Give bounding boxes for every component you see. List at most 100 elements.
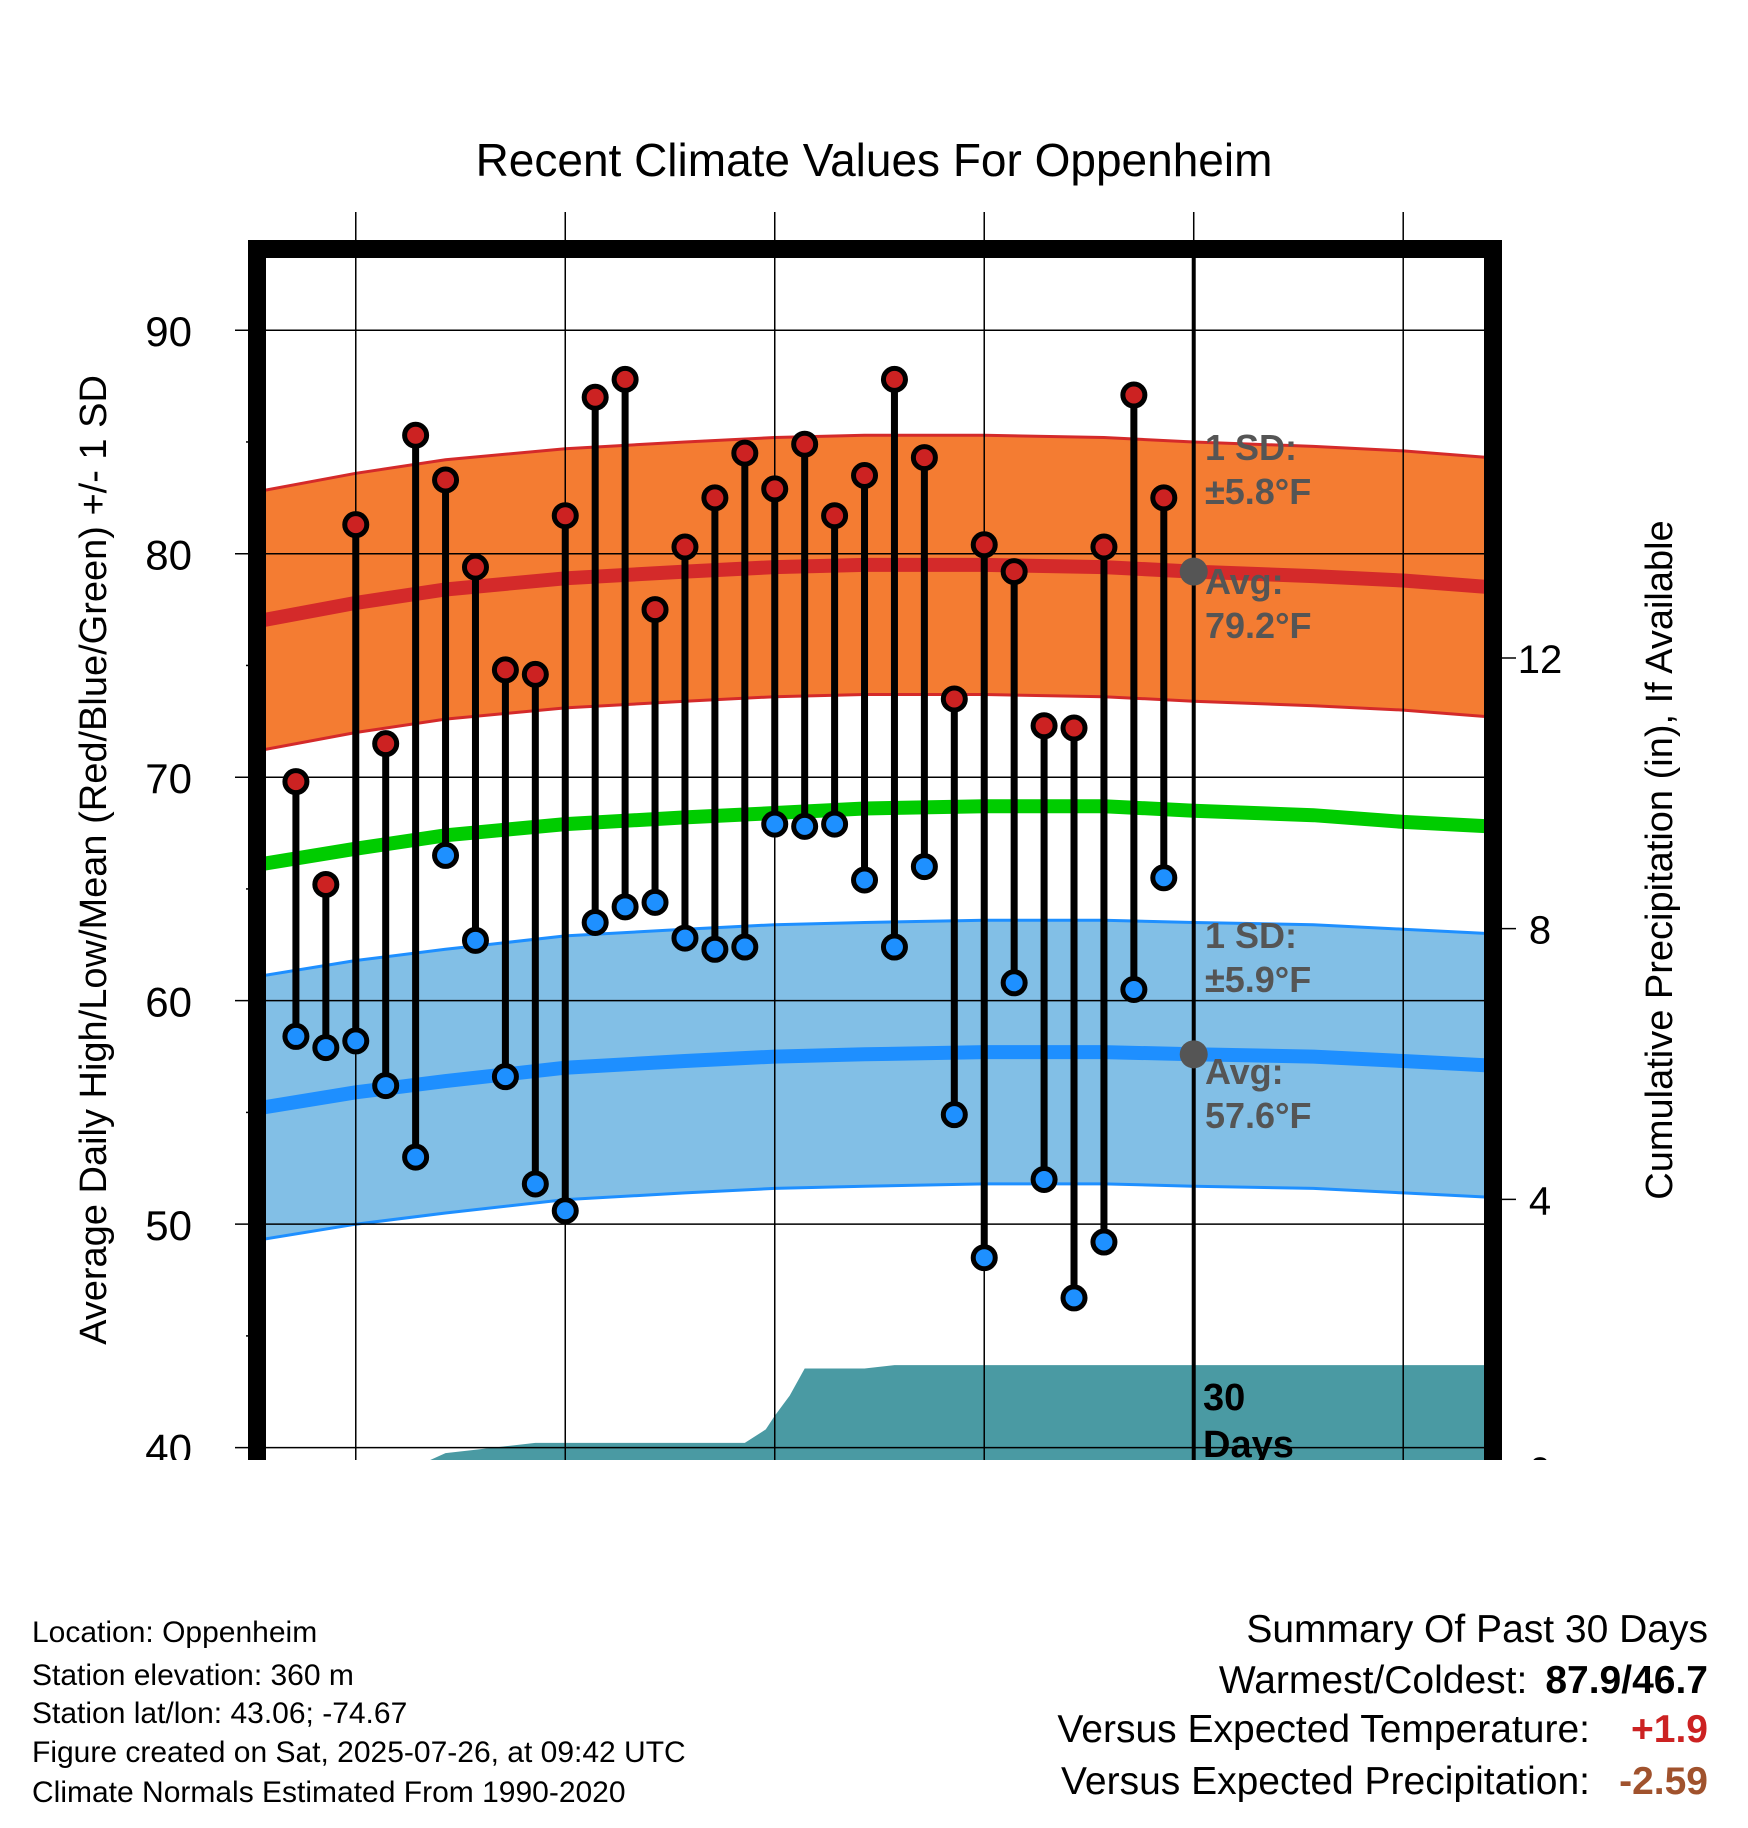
daily-high-point — [521, 660, 549, 688]
daily-low-point — [521, 1170, 549, 1198]
today-days-label-2: Days — [1203, 1424, 1294, 1460]
daily-high-point — [1030, 712, 1058, 740]
daily-high-point — [1150, 484, 1178, 512]
y-tick-label: 80 — [145, 532, 192, 579]
daily-low-point — [1090, 1228, 1118, 1256]
daily-high-point — [342, 511, 370, 539]
daily-low-point — [312, 1034, 340, 1062]
high-sd-label: 1 SD: — [1205, 427, 1297, 468]
y-tick-label: 60 — [145, 979, 192, 1026]
daily-low-point — [282, 1022, 310, 1050]
daily-high-point — [970, 531, 998, 559]
y2-tick-label: 4 — [1529, 1179, 1551, 1223]
daily-high-point — [671, 533, 699, 561]
created-text: Figure created on Sat, 2025-07-26, at 09… — [32, 1736, 686, 1769]
location-text: Location: Oppenheim — [32, 1616, 318, 1649]
daily-high-point — [1000, 558, 1028, 586]
daily-low-point — [342, 1027, 370, 1055]
low-avg-line — [260, 1045, 1490, 1115]
daily-low-point — [1030, 1165, 1058, 1193]
daily-low-point — [671, 924, 699, 952]
daily-low-point — [1150, 864, 1178, 892]
daily-high-point — [880, 365, 908, 393]
high-sd-value: ±5.8°F — [1205, 471, 1311, 512]
daily-high-point — [731, 439, 759, 467]
low-sd-label: 1 SD: — [1205, 915, 1297, 956]
daily-high-point — [402, 421, 430, 449]
daily-low-point — [940, 1101, 968, 1129]
high-sd-upper-edge — [260, 433, 1490, 493]
daily-high-point — [491, 656, 519, 684]
daily-high-point — [611, 365, 639, 393]
daily-low-point — [372, 1072, 400, 1100]
high-avg-label: Avg: — [1205, 561, 1284, 602]
daily-high-point — [761, 475, 789, 503]
daily-low-point — [1060, 1284, 1088, 1312]
elevation-text: Station elevation: 360 m — [32, 1659, 354, 1692]
daily-low-point — [791, 812, 819, 840]
daily-high-point — [701, 484, 729, 512]
daily-high-point — [1120, 381, 1148, 409]
high-avg-value: 79.2°F — [1205, 605, 1311, 646]
daily-high-point — [282, 768, 310, 796]
y-tick-label: 70 — [145, 755, 192, 802]
precip-area — [430, 1365, 1490, 1460]
low-sd-value: ±5.9°F — [1205, 959, 1311, 1000]
y2-axis-title: Cumulative Precipitation (in), If Availa… — [1639, 520, 1681, 1199]
daily-low-point — [581, 908, 609, 936]
daily-high-point — [791, 430, 819, 458]
daily-high-point — [1060, 714, 1088, 742]
normals-text: Climate Normals Estimated From 1990-2020 — [32, 1776, 626, 1809]
latlon-text: Station lat/lon: 43.06; -74.67 — [32, 1697, 408, 1730]
summary-temp: Versus Expected Temperature: +1.9 — [1057, 1708, 1708, 1752]
low-avg-value: 57.6°F — [1205, 1095, 1311, 1136]
daily-low-point — [821, 810, 849, 838]
daily-high-point — [940, 685, 968, 713]
y-axis-title: Average Daily High/Low/Mean (Red/Blue/Gr… — [73, 375, 115, 1345]
summary-title: Summary Of Past 30 Days — [1246, 1608, 1708, 1651]
warm-cold-label: Warmest/Coldest: — [1218, 1659, 1528, 1702]
low-sd-lower-edge — [260, 1182, 1490, 1242]
daily-low-point — [1120, 976, 1148, 1004]
daily-high-point — [461, 553, 489, 581]
y2-tick-label: 8 — [1529, 909, 1551, 953]
y-tick-label: 50 — [145, 1202, 192, 1249]
daily-low-point — [851, 866, 879, 894]
plot-frame — [248, 240, 1502, 1460]
daily-high-point — [312, 870, 340, 898]
daily-low-point — [611, 893, 639, 921]
summary-warm-cold: Warmest/Coldest: 87.9/46.7 — [1219, 1659, 1708, 1703]
daily-high-point — [1090, 533, 1118, 561]
daily-high-point — [851, 461, 879, 489]
precip-label: Versus Expected Precipitation: — [1061, 1760, 1590, 1803]
daily-high-point — [581, 383, 609, 411]
daily-low-point — [1000, 969, 1028, 997]
daily-low-point — [491, 1063, 519, 1091]
daily-low-point — [761, 810, 789, 838]
climate-chart: Jun 28Jul 05Jul 12Jul 19TodayAug 0240506… — [73, 134, 1681, 1460]
low-avg-label: Avg: — [1205, 1051, 1284, 1092]
daily-low-point — [880, 933, 908, 961]
today-days-label-1: 30 — [1203, 1377, 1245, 1419]
low-sd-upper-edge — [260, 918, 1490, 978]
y2-tick-label: 0 — [1529, 1450, 1551, 1460]
daily-low-point — [432, 841, 460, 869]
precip-value: -2.59 — [1619, 1760, 1708, 1803]
warm-cold-value: 87.9/46.7 — [1545, 1659, 1708, 1702]
summary-precip: Versus Expected Precipitation: -2.59 — [1061, 1760, 1708, 1804]
y-tick-label: 40 — [145, 1426, 192, 1460]
daily-high-point — [551, 502, 579, 530]
daily-low-point — [970, 1244, 998, 1272]
daily-high-point — [641, 596, 669, 624]
y-tick-label: 90 — [145, 308, 192, 355]
today-low-avg-marker — [1179, 1040, 1208, 1069]
daily-low-point — [731, 933, 759, 961]
daily-low-point — [910, 853, 938, 881]
temp-label: Versus Expected Temperature: — [1057, 1708, 1590, 1751]
today-high-avg-marker — [1179, 557, 1208, 586]
daily-high-point — [821, 502, 849, 530]
chart-title: Recent Climate Values For Oppenheim — [476, 134, 1273, 186]
daily-low-point — [402, 1143, 430, 1171]
daily-low-point — [551, 1197, 579, 1225]
y2-tick-label: 12 — [1518, 638, 1563, 682]
